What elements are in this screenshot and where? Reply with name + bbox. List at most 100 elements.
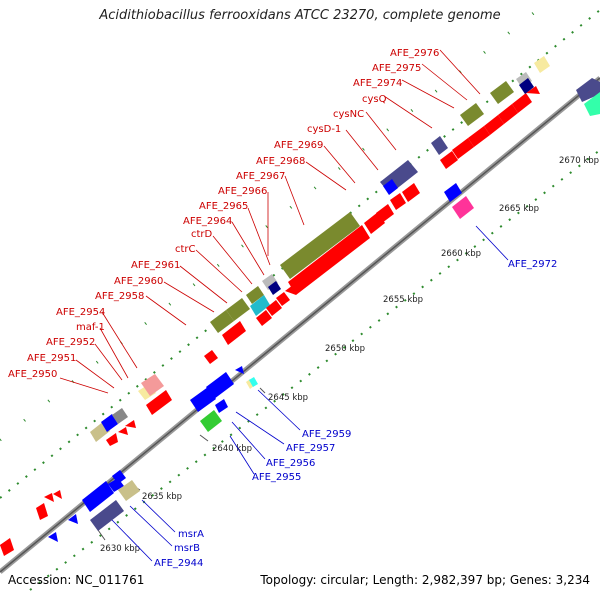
gene-feature[interactable] [266,300,282,316]
gene-label-afe2972[interactable]: AFE_2972 [508,259,557,270]
gene-feature[interactable] [468,126,490,147]
gene-feature[interactable] [215,399,228,413]
gene-feature[interactable] [200,410,222,432]
gene-label-afe2950[interactable]: AFE_2950 [8,369,57,380]
gene-feature[interactable] [460,103,484,126]
gene-feature[interactable] [250,295,270,316]
tick-label-2635: 2635 kbp [142,492,182,502]
gene-feature[interactable] [190,387,216,412]
gene-label-afe2961[interactable]: AFE_2961 [131,260,180,271]
gene-feature[interactable] [262,274,278,290]
gene-label-afe2964[interactable]: AFE_2964 [183,216,232,227]
gene-label-afe2957[interactable]: AFE_2957 [286,443,335,454]
gene-feature[interactable] [106,433,118,446]
gene-feature[interactable] [82,481,114,512]
gene-feature[interactable] [44,493,54,502]
gene-feature[interactable] [440,151,458,169]
gene-feature[interactable] [226,298,250,321]
gene-label-afe2974[interactable]: AFE_2974 [353,78,402,89]
tick-2645: 2645 kbp [259,387,308,403]
gene-label-afe2958[interactable]: AFE_2958 [95,291,144,302]
gene-feature[interactable] [256,310,272,326]
tick-label-2640: 2640 kbp [212,444,252,454]
gene-label-afe2965[interactable]: AFE_2965 [199,201,248,212]
genes-reverse[interactable] [0,183,474,556]
gene-feature[interactable] [246,286,264,304]
gene-feature[interactable] [490,81,514,104]
gene-label-afe2976[interactable]: AFE_2976 [390,48,439,59]
gene-feature[interactable] [222,321,246,345]
gene-feature[interactable] [48,532,58,542]
gene-feature[interactable] [246,379,254,389]
gene-label-afe2954[interactable]: AFE_2954 [56,307,105,318]
gene-feature[interactable] [125,420,136,428]
gene-label-ctrc[interactable]: ctrC [175,244,196,255]
gene-label-msra[interactable]: msrA [178,529,204,540]
gene-feature[interactable] [584,92,600,116]
gene-feature[interactable] [516,72,532,88]
gene-feature[interactable] [112,408,128,424]
gene-label-afe2966[interactable]: AFE_2966 [218,186,267,197]
gene-feature[interactable] [276,292,290,306]
gene-feature[interactable] [90,500,124,531]
gene-feature[interactable] [118,427,128,435]
gene-feature[interactable] [576,78,600,102]
tick-label-2665: 2665 kbp [499,204,539,214]
gene-label-afe2956[interactable]: AFE_2956 [266,458,315,469]
gene-feature[interactable] [288,225,370,295]
gene-feature[interactable] [519,78,534,94]
gene-feature[interactable] [141,374,164,396]
gene-label-cysd1[interactable]: cysD-1 [307,124,341,135]
gene-feature[interactable] [206,372,234,399]
gene-label-afe2952[interactable]: AFE_2952 [46,337,95,348]
gene-feature[interactable] [390,193,406,210]
gene-feature[interactable] [210,310,234,333]
gene-feature[interactable] [452,196,474,219]
gene-feature[interactable] [249,377,258,387]
gene-feature[interactable] [376,204,394,223]
gene-label-msrb[interactable]: msrB [174,543,200,554]
gene-feature[interactable] [534,56,550,73]
gene-feature[interactable] [452,138,474,159]
gene-feature[interactable] [431,136,448,155]
gene-label-maf1[interactable]: maf-1 [76,322,105,333]
gene-feature[interactable] [36,503,48,520]
gene-feature[interactable] [204,350,218,364]
gene-feature[interactable] [444,183,462,202]
gene-feature[interactable] [118,480,140,501]
gene-feature[interactable] [383,179,398,195]
gene-label-afe2975[interactable]: AFE_2975 [372,63,421,74]
gene-label-afe2951[interactable]: AFE_2951 [27,353,76,364]
gene-feature[interactable] [112,470,126,484]
gene-feature[interactable] [68,514,78,524]
gene-feature[interactable] [526,86,540,94]
gene-feature[interactable] [498,104,518,124]
gene-feature[interactable] [146,390,172,415]
tick-2630: 2630 kbp [97,529,140,554]
gene-label-cysq[interactable]: cysQ [362,94,387,105]
gene-feature[interactable] [280,212,360,279]
gene-feature[interactable] [235,366,244,374]
genes-forward[interactable] [0,56,600,555]
gene-feature[interactable] [0,538,14,556]
gene-label-afe2960[interactable]: AFE_2960 [114,276,163,287]
gene-label-afe2967[interactable]: AFE_2967 [236,171,285,182]
tick-label-2670: 2670 kbp [559,156,599,166]
gene-label-afe2968[interactable]: AFE_2968 [256,156,305,167]
topology-label: Topology: circular; Length: 2,982,397 bp… [260,573,590,587]
gene-feature[interactable] [484,115,504,135]
gene-label-afe2955[interactable]: AFE_2955 [252,472,301,483]
gene-label-afe2944[interactable]: AFE_2944 [154,558,203,569]
tick-label-2650: 2650 kbp [325,344,365,354]
gene-label-cysnc[interactable]: cysNC [333,109,364,120]
gene-feature[interactable] [268,281,281,295]
gene-label-afe2959[interactable]: AFE_2959 [302,429,351,440]
gene-feature[interactable] [101,414,118,432]
gene-feature[interactable] [402,183,420,202]
gene-label-ctrd[interactable]: ctrD [191,229,213,240]
gene-label-afe2969[interactable]: AFE_2969 [274,140,323,151]
tick-2640: 2640 kbp [199,434,252,454]
gene-feature[interactable] [53,490,62,499]
gene-feature[interactable] [512,93,532,113]
